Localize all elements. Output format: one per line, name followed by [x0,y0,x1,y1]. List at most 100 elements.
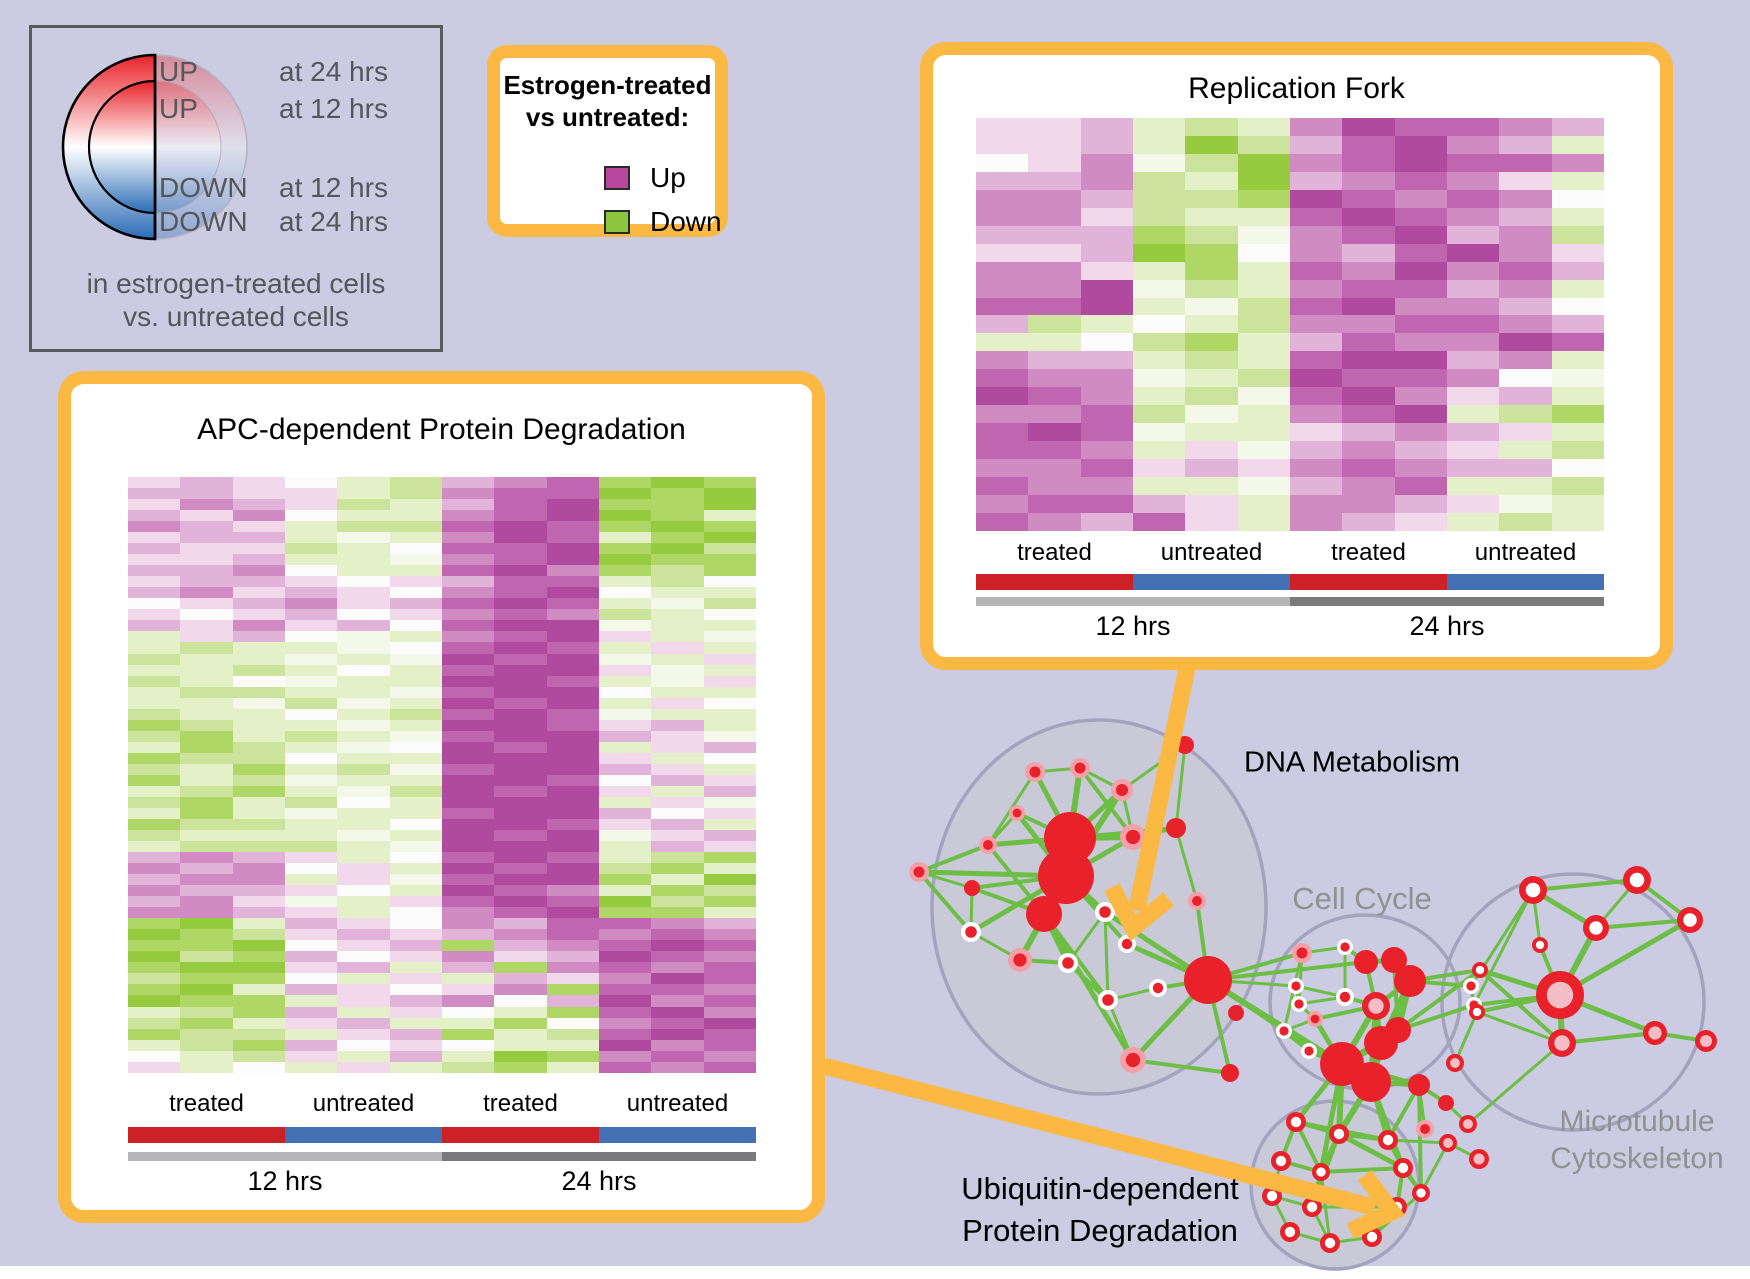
heatmap-cell [651,532,704,544]
heatmap-cell [389,918,442,930]
network-edge [1478,968,1564,1045]
heatmap-cell [1446,171,1500,190]
heatmap-cell [651,521,704,533]
heatmap-cell [546,730,599,742]
heatmap-cell [180,818,233,830]
heatmap-cell [1499,333,1552,352]
heatmap-cell [180,1050,233,1062]
heatmap-cell [180,785,233,797]
heatmap-cell [389,499,442,511]
heatmap-cell [232,995,285,1007]
heatmap-cell [651,1061,704,1073]
heatmap-cell [1342,315,1395,334]
heatmap-cell [703,951,756,963]
heatmap-cell [1132,243,1186,262]
heatmap-cell [651,951,704,963]
network-edge [1453,1010,1479,1065]
heatmap-cell [1551,243,1604,262]
heatmap-row [128,995,756,1007]
heatmap-cell [284,1006,338,1018]
heatmap-cell [976,512,1029,531]
network-edge [1472,888,1535,1007]
heatmap-cell [1132,387,1186,406]
heatmap-cell [1551,297,1604,316]
heatmap-row [128,510,756,522]
heatmap-cell [1080,387,1133,406]
heatmap-cell [128,510,181,522]
heatmap-cell [389,477,442,489]
heatmap-cell [546,995,599,1007]
heatmap-cell [180,477,233,489]
heatmap-cell [337,752,390,764]
heatmap-cell [180,697,233,709]
heatmap-cell [1185,135,1238,154]
heatmap-cell [598,664,652,676]
heatmap-cell [284,642,338,654]
heatmap-cell [703,510,756,522]
heatmap-cell [180,1028,233,1040]
heatmap-row [128,741,756,753]
rep-group-label: untreated [1474,539,1577,566]
heatmap-cell [389,532,442,544]
heatmap-cell [1289,189,1343,208]
heatmap-row [976,423,1604,442]
heatmap-cell [651,984,704,996]
heatmap-cell [598,752,652,764]
heatmap-cell [494,951,547,963]
heatmap-cell [1080,135,1133,154]
heatmap-cell [180,521,233,533]
heatmap-cell [232,686,285,698]
heatmap-row [128,631,756,643]
heatmap-cell [1551,153,1604,172]
heatmap-cell [1551,171,1604,190]
heatmap-cell [976,315,1029,334]
heatmap-cell [1446,118,1500,136]
heatmap-cell [337,1050,390,1062]
heatmap-cell [651,631,704,643]
heatmap-cell [389,929,442,941]
heatmap-cell [651,609,704,621]
heatmap-row [976,405,1604,424]
heatmap-cell [546,940,599,952]
heatmap-cell [1394,171,1447,190]
heatmap-cell [1080,333,1133,352]
network-node-core [1279,1026,1289,1036]
heatmap-cell [651,565,704,577]
legend-down-12: DOWN [159,171,248,205]
heatmap-cell [389,1006,442,1018]
heatmap-cell [703,841,756,853]
heatmap-cell [1499,441,1552,460]
heatmap-cell [441,532,495,544]
heatmap-cell [441,830,495,842]
heatmap-cell [1028,207,1081,226]
network-node [1354,950,1378,974]
heatmap-cell [494,929,547,941]
network-node-core [1475,965,1485,975]
heatmap-cell [389,1028,442,1040]
heatmap-cell [598,1017,652,1029]
heatmap-cell [494,818,547,830]
heatmap-cell [651,973,704,985]
heatmap-row [128,752,756,764]
heatmap-cell [494,962,547,974]
heatmap-cell [1446,495,1500,513]
heatmap-cell [180,841,233,853]
heatmap-row [976,118,1604,136]
heatmap-cell [337,973,390,985]
heatmap-row [128,532,756,544]
heatmap-cell [441,697,495,709]
heatmap-cell [441,995,495,1007]
network-node-core [913,866,925,878]
network-node-core [965,926,977,938]
heatmap-cell [1237,477,1290,496]
heatmap-cell [441,598,495,610]
heatmap-cell [703,532,756,544]
network-node-core [1368,998,1384,1014]
heatmap-cell [1185,153,1238,172]
network-edge [1066,910,1107,965]
heatmap-cell [389,984,442,996]
heatmap-cell [1237,351,1290,370]
heatmap-cell [441,940,495,952]
heatmap-cell [1551,315,1604,334]
heatmap-cell [337,543,390,555]
